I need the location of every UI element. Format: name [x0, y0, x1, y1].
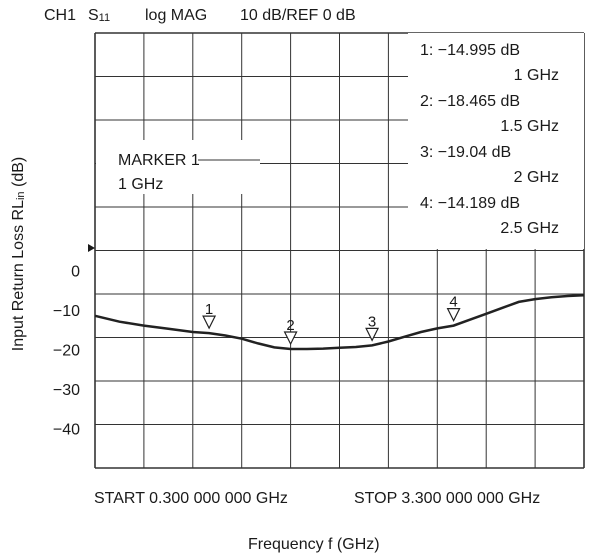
reference-level-arrow — [88, 244, 95, 252]
y-axis-label-unit: (dB) — [10, 157, 27, 192]
readout-frequency: 1 GHz — [514, 67, 559, 84]
readout-value: 1: −14.995 dB — [420, 42, 520, 59]
header-param-base: S — [88, 7, 99, 24]
header-param: S11 — [88, 7, 110, 24]
y-tick-label: −10 — [53, 303, 80, 320]
y-axis-ticks: 0 −10 −20 −30 −40 — [53, 263, 80, 438]
y-axis-label-main: Input Return Loss RL — [10, 200, 27, 351]
marker-readout: 1: −14.995 dB 1 GHz 2: −18.465 dB 1.5 GHz 3:… — [420, 42, 559, 237]
readout-frequency: 1.5 GHz — [500, 118, 559, 135]
s11-trace — [94, 293, 585, 351]
stop-frequency-label: STOP 3.300 000 000 GHz — [354, 490, 540, 507]
readout-value: 2: −18.465 dB — [420, 93, 520, 110]
marker-triangle — [365, 327, 380, 342]
marker-number: 3 — [368, 313, 376, 330]
trace-markers: 1 2 3 4 — [202, 294, 461, 346]
y-axis-label: Input Return Loss RLin (dB) — [10, 157, 27, 351]
readout-value: 3: −19.04 dB — [420, 144, 511, 161]
header-format: log MAG — [145, 7, 207, 24]
active-marker-box — [96, 140, 260, 194]
marker-number: 1 — [205, 301, 213, 318]
readout-value: 4: −14.189 dB — [420, 195, 520, 212]
readout-frequency: 2.5 GHz — [500, 220, 559, 237]
y-axis-label-sub: in — [15, 191, 27, 200]
header-scale: 10 dB/REF 0 dB — [240, 7, 356, 24]
y-tick-label: −20 — [53, 342, 80, 359]
start-frequency-label: START 0.300 000 000 GHz — [94, 490, 288, 507]
x-axis-label: Frequency f (GHz) — [248, 536, 380, 553]
y-tick-label: 0 — [71, 263, 80, 280]
y-tick-label: −30 — [53, 382, 80, 399]
marker-readout-box — [408, 33, 584, 249]
marker-triangle — [283, 331, 298, 346]
active-marker-title: MARKER 1 — [118, 152, 200, 169]
readout-frequency: 2 GHz — [514, 169, 559, 186]
y-tick-label: −40 — [53, 421, 80, 438]
marker-number: 2 — [286, 317, 294, 334]
header-param-sub: 11 — [99, 12, 110, 24]
active-marker-freq: 1 GHz — [118, 176, 163, 193]
header-channel: CH1 — [44, 7, 76, 24]
marker-triangle — [446, 308, 461, 322]
marker-triangle — [202, 315, 217, 330]
marker-number: 4 — [449, 294, 457, 311]
